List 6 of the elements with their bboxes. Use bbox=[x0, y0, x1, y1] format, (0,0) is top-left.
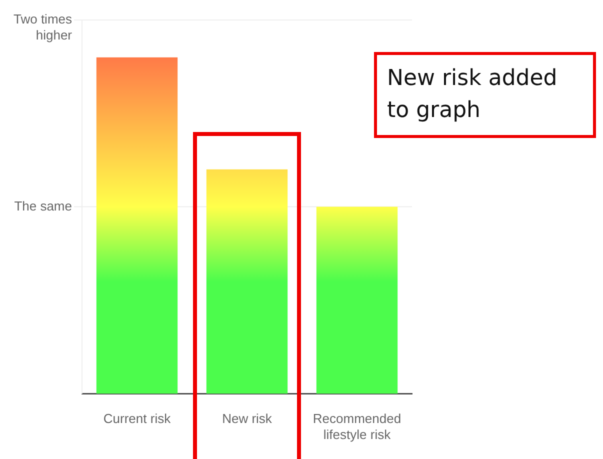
x-tick-label: New risk bbox=[222, 411, 272, 426]
ref-line-label: The same bbox=[14, 198, 72, 214]
x-tick-label: Recommended lifestyle risk bbox=[312, 411, 402, 442]
annotation: New risk added to graph bbox=[374, 52, 596, 138]
ref-line-label: Two times higher bbox=[13, 12, 73, 43]
x-tick-label: Current risk bbox=[103, 411, 172, 426]
